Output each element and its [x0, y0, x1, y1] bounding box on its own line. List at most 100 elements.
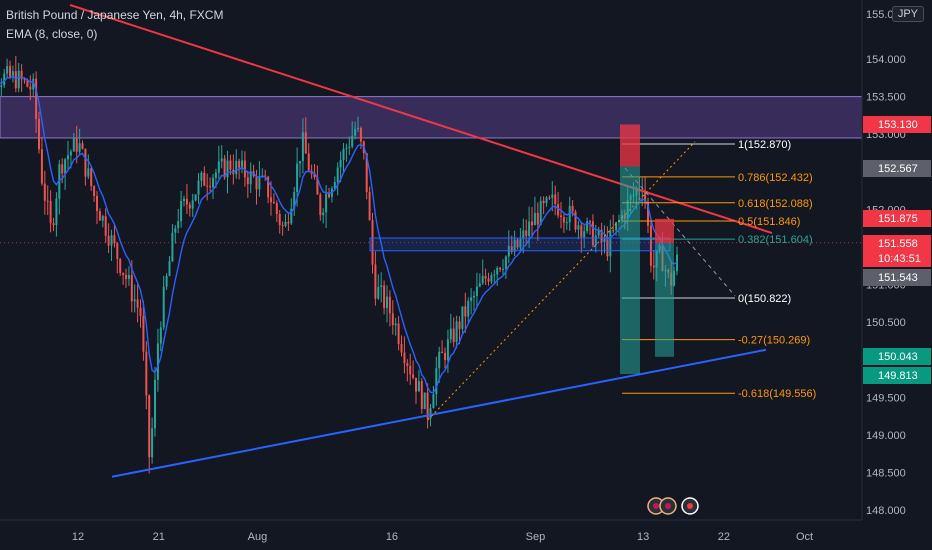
- candle[interactable]: [612, 214, 615, 234]
- candle[interactable]: [307, 143, 310, 172]
- candle[interactable]: [481, 259, 484, 286]
- candle[interactable]: [554, 185, 557, 216]
- candle[interactable]: [519, 228, 522, 251]
- candle[interactable]: [101, 214, 104, 228]
- candle[interactable]: [574, 209, 577, 233]
- candle[interactable]: [319, 192, 322, 221]
- candle[interactable]: [235, 149, 238, 179]
- candle[interactable]: [191, 193, 194, 217]
- candle[interactable]: [504, 255, 507, 279]
- candle[interactable]: [432, 385, 435, 409]
- resistance-zone[interactable]: [0, 96, 863, 139]
- candle[interactable]: [168, 256, 171, 277]
- candle[interactable]: [516, 238, 519, 250]
- candle[interactable]: [255, 169, 258, 205]
- candle[interactable]: [194, 194, 197, 202]
- candle[interactable]: [502, 259, 505, 275]
- candle[interactable]: [156, 328, 159, 392]
- candle[interactable]: [557, 191, 560, 219]
- candle[interactable]: [351, 121, 354, 149]
- candle[interactable]: [52, 217, 55, 232]
- candle[interactable]: [217, 145, 220, 179]
- candle[interactable]: [113, 224, 116, 248]
- candle[interactable]: [188, 201, 191, 217]
- projection-line[interactable]: [624, 167, 736, 297]
- candle[interactable]: [475, 272, 478, 309]
- candle[interactable]: [548, 195, 551, 200]
- candle[interactable]: [438, 346, 441, 383]
- candle[interactable]: [84, 148, 87, 186]
- candle[interactable]: [545, 195, 548, 207]
- support-trendline[interactable]: [111, 348, 767, 478]
- price-axis-label[interactable]: 151.558: [863, 235, 931, 252]
- candle[interactable]: [174, 225, 177, 244]
- candle[interactable]: [423, 392, 426, 410]
- candle[interactable]: [467, 297, 470, 323]
- candle[interactable]: [383, 280, 386, 315]
- candle[interactable]: [3, 69, 6, 89]
- candle[interactable]: [577, 220, 580, 240]
- candle[interactable]: [246, 170, 249, 198]
- candle[interactable]: [394, 317, 397, 336]
- candle[interactable]: [287, 213, 290, 231]
- candle[interactable]: [586, 217, 589, 234]
- candle[interactable]: [133, 284, 136, 313]
- candle[interactable]: [151, 417, 154, 464]
- candle[interactable]: [400, 335, 403, 357]
- flag-event-icon[interactable]: [681, 497, 699, 515]
- candle[interactable]: [441, 340, 444, 354]
- candle[interactable]: [43, 170, 46, 215]
- candle[interactable]: [6, 58, 9, 78]
- candle[interactable]: [449, 313, 452, 344]
- candle[interactable]: [444, 347, 447, 369]
- economic-event-icon[interactable]: [647, 497, 665, 515]
- candle[interactable]: [652, 250, 655, 280]
- candle[interactable]: [46, 185, 49, 216]
- candle[interactable]: [301, 118, 304, 174]
- candle[interactable]: [533, 196, 536, 226]
- candle[interactable]: [90, 167, 93, 191]
- candle[interactable]: [110, 229, 113, 261]
- take-profit-zone[interactable]: [620, 166, 640, 375]
- candle[interactable]: [357, 116, 360, 133]
- candle[interactable]: [0, 78, 3, 97]
- candle[interactable]: [342, 142, 345, 173]
- candle[interactable]: [14, 55, 17, 93]
- candle[interactable]: [580, 221, 583, 253]
- candle[interactable]: [116, 241, 119, 274]
- candle[interactable]: [304, 117, 307, 154]
- candle[interactable]: [40, 136, 43, 186]
- candle[interactable]: [345, 143, 348, 162]
- candle[interactable]: [154, 366, 157, 437]
- candle[interactable]: [374, 251, 377, 306]
- candle[interactable]: [278, 209, 281, 234]
- candle[interactable]: [452, 317, 455, 347]
- candle[interactable]: [49, 190, 52, 233]
- candle[interactable]: [493, 269, 496, 284]
- candle[interactable]: [183, 195, 186, 207]
- price-axis-label[interactable]: 151.875: [863, 210, 931, 227]
- candle[interactable]: [339, 151, 342, 183]
- candle[interactable]: [162, 275, 165, 330]
- candle[interactable]: [264, 169, 267, 181]
- candle[interactable]: [125, 268, 128, 288]
- candle[interactable]: [478, 273, 481, 288]
- candle[interactable]: [11, 65, 14, 83]
- candle[interactable]: [241, 150, 244, 174]
- candle[interactable]: [316, 165, 319, 195]
- candle[interactable]: [206, 173, 209, 201]
- candle[interactable]: [104, 208, 107, 243]
- indicator-legend[interactable]: EMA (8, close, 0): [6, 27, 98, 41]
- candle[interactable]: [606, 226, 609, 261]
- candle[interactable]: [484, 268, 487, 285]
- candle[interactable]: [377, 274, 380, 300]
- candle[interactable]: [336, 162, 339, 196]
- candle[interactable]: [470, 288, 473, 315]
- candle[interactable]: [9, 60, 12, 80]
- candle[interactable]: [220, 145, 223, 169]
- candle[interactable]: [165, 273, 168, 290]
- candle[interactable]: [412, 360, 415, 380]
- candle[interactable]: [591, 214, 594, 248]
- candle[interactable]: [435, 356, 438, 406]
- candle[interactable]: [333, 176, 336, 191]
